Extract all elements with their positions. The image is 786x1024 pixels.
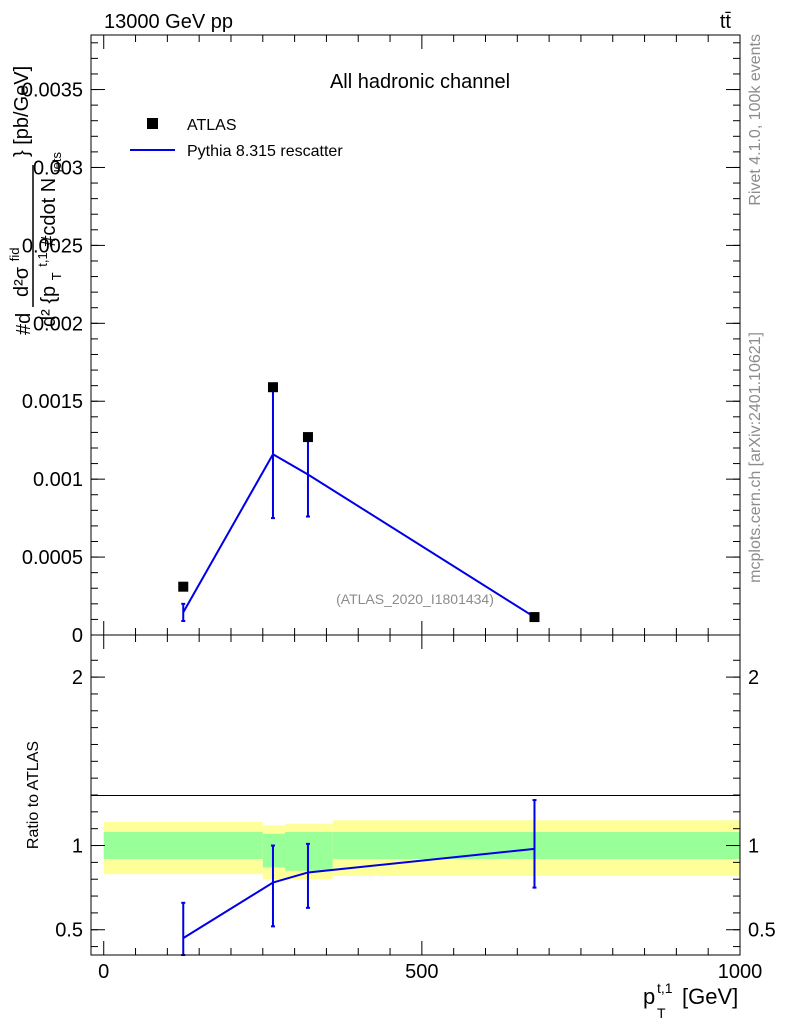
xlabel-sub: T [657,1005,666,1021]
atlas-point-1 [267,382,278,393]
ylabel-denominator-sub: T [49,272,64,280]
energy-label: 13000 GeV pp [104,11,233,33]
main-ytick-label-2: 0.001 [33,469,83,491]
ratio-uncertainty-bands [103,820,740,880]
main-panel: 0 0.0005 0.001 0.0015 0.002 0.0025 0.003 0.0035… [7,34,741,955]
main-title: All hadronic channel [330,71,510,93]
ratio-ytick-label-2: 2 [72,667,83,689]
ylabel-denominator-sup: t,1 [35,252,50,266]
ratio-xtick-label-2: 1000 [718,961,763,983]
legend-marker-atlas [147,118,158,129]
ylabel-numerator-sup: fid [7,248,22,262]
band-inner-3 [332,832,740,859]
ratio-xtick-label-1: 500 [405,961,438,983]
ratio-ytick-label-right-1: 1 [748,836,759,858]
ratio-ytick-label-0: 0.5 [55,920,83,942]
atlas-point-2 [302,432,313,443]
ylabel-units: } [pb/GeV] [11,66,33,157]
mcplots-label: mcplots.cern.ch [arXiv:2401.10621] [747,332,764,583]
main-axis-ticks: 0 0.0005 0.001 0.0015 0.002 0.0025 0.003 0.0035 [22,35,741,955]
ratio-ytick-label-right-0: 0.5 [748,920,776,942]
band-inner-0 [103,832,263,859]
ratio-panel: 0.5 0.5 1 1 2 2 0 500 1000 Ratio to ATLAS p t,1 … [25,634,776,1021]
pythia-line [182,452,536,618]
main-ytick-label-7: 0.0035 [22,80,83,102]
legend: ATLAS Pythia 8.315 rescatter [130,117,343,160]
xlabel-main: p [643,984,655,1009]
rivet-version-label: Rivet 4.1.0, 100k events [747,34,764,206]
ratio-xtick-label-0: 0 [98,961,109,983]
ratio-plot-area [181,799,537,956]
svg-text:#d: #d [13,313,35,335]
xlabel-sup: t,1 [657,980,673,996]
svg-text:d²σ fid: d²σ fid [7,248,33,297]
process-label: tt̄ [720,11,732,33]
main-ytick-label-1: 0.0005 [22,547,83,569]
main-ytick-label-0: 0 [72,625,83,647]
ylabel-prefix: #d [13,313,35,335]
ylabel-denominator: d² {p [38,286,60,327]
ylabel-numerator: d²σ [11,266,33,297]
svg-text:d² {p T t,1: d² {p T t,1 #cdot N jets [30,152,66,327]
atlas-point-0 [178,581,189,592]
main-plot-area [178,382,540,623]
ratio-pythia-line [182,847,535,940]
svg-text:p: p [643,984,655,1009]
xlabel-units: [GeV] [682,984,738,1009]
main-ytick-label-5: 0.0025 [22,235,83,257]
legend-label-pythia: Pythia 8.315 rescatter [187,143,343,160]
ratio-ytick-label-1: 1 [72,836,83,858]
analysis-watermark: (ATLAS_2020_I1801434) [336,591,494,607]
main-ytick-label-3: 0.0015 [22,391,83,413]
ratio-axis-ticks: 0.5 0.5 1 1 2 2 0 500 1000 [55,659,776,983]
ylabel-denominator-sub2: jets [49,152,64,174]
main-ytick-label-4: 0.002 [33,313,83,335]
atlas-point-3 [529,612,540,623]
ratio-ylabel: Ratio to ATLAS [25,741,42,849]
main-ylabel: #d d²σ fid d² {p T t,1 #cdot N jets } [p… [7,66,66,335]
ylabel-denominator-rest: #cdot N [38,178,60,247]
main-ytick-label-6: 0.003 [33,157,83,179]
legend-label-atlas: ATLAS [187,117,237,134]
ratio-xlabel: p t,1 T [GeV] [643,980,738,1021]
ratio-ytick-label-right-2: 2 [748,667,759,689]
